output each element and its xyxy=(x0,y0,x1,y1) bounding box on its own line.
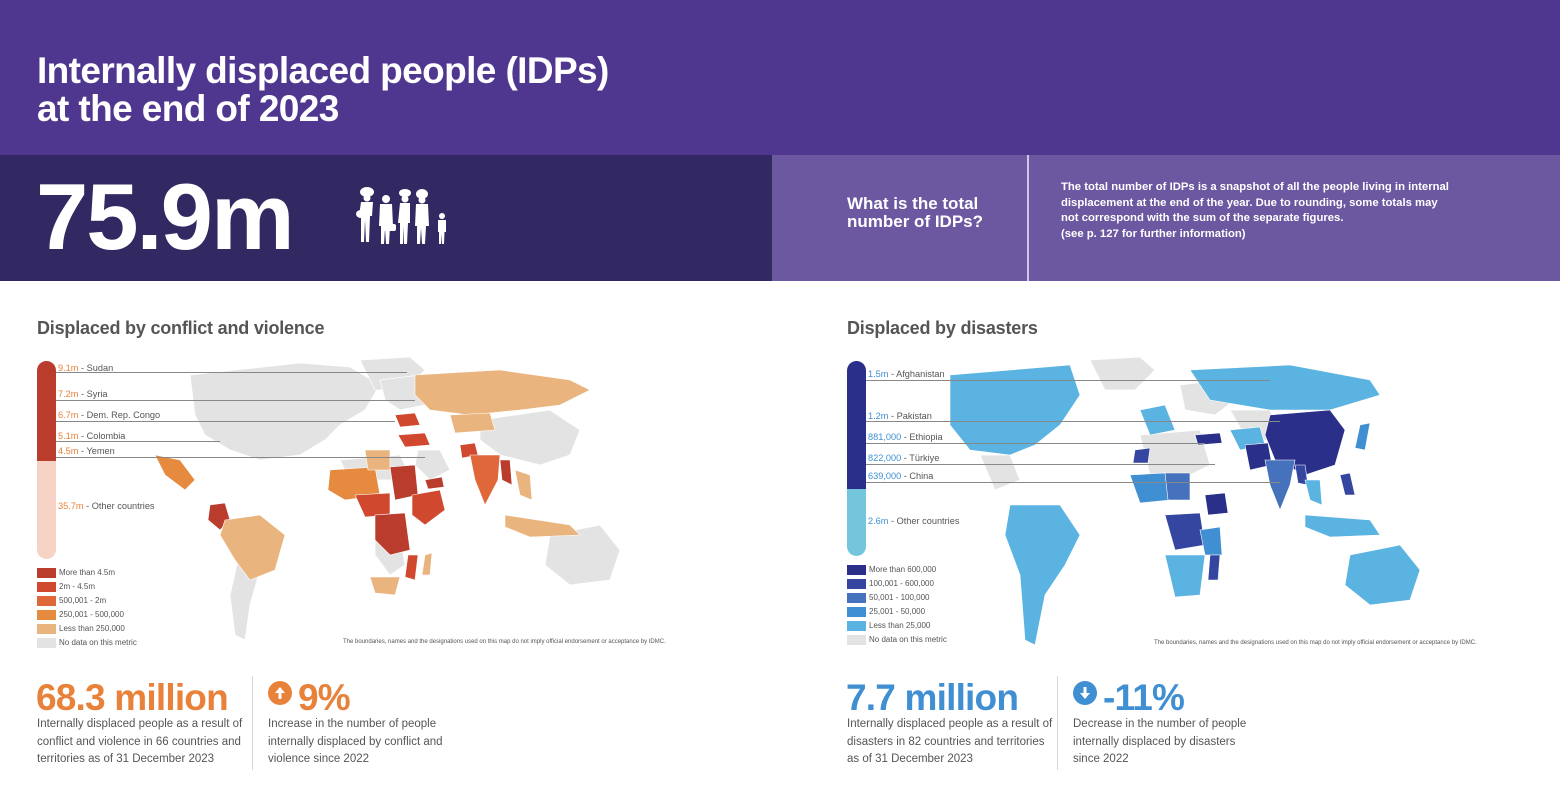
conflict-total-value: 68.3 million xyxy=(36,677,229,718)
disaster-total-desc: Internally displaced people as a result … xyxy=(847,718,1053,765)
bar-segment-top5 xyxy=(847,361,866,489)
conflict-legend: More than 4.5m 2m - 4.5m 500,001 - 2m 25… xyxy=(37,567,137,651)
people-family-silhouette-icon xyxy=(356,187,446,244)
callout-ethiopia: 881,000 - Ethiopia xyxy=(868,432,943,442)
conflict-map-disclaimer: The boundaries, names and the designatio… xyxy=(343,639,666,645)
legend-item: Less than 25,000 xyxy=(847,620,947,632)
legend-swatch xyxy=(37,623,56,634)
disaster-map-disclaimer: The boundaries, names and the designatio… xyxy=(1154,640,1477,646)
legend-swatch xyxy=(847,592,866,603)
legend-item: 250,001 - 500,000 xyxy=(37,609,137,621)
legend-swatch xyxy=(37,637,56,648)
legend-swatch xyxy=(847,620,866,631)
bar-segment-other xyxy=(37,461,56,559)
legend-item: More than 600,000 xyxy=(847,564,947,576)
callout-syria: 7.2m - Syria xyxy=(58,389,108,399)
callout-other: 35.7m - Other countries xyxy=(58,501,155,511)
legend-item: 500,001 - 2m xyxy=(37,595,137,607)
callout-line xyxy=(860,421,1280,422)
bar-segment-top5 xyxy=(37,361,56,461)
legend-item: 25,001 - 50,000 xyxy=(847,606,947,618)
disaster-stacked-bar xyxy=(847,361,866,556)
disaster-section-title: Displaced by disasters xyxy=(847,318,1038,338)
conflict-change: 9% xyxy=(268,677,351,719)
callout-afghanistan: 1.5m - Afghanistan xyxy=(868,369,945,379)
legend-item: No data on this metric xyxy=(847,634,947,646)
callout-sudan: 9.1m - Sudan xyxy=(58,363,114,373)
info-question: What is the total number of IDPs? xyxy=(847,194,984,231)
disaster-change-desc: Decrease in the number of people interna… xyxy=(1073,718,1247,765)
callout-yemen: 4.5m - Yemen xyxy=(58,446,115,456)
legend-item: Less than 250,000 xyxy=(37,623,137,635)
callout-line xyxy=(50,372,407,373)
legend-swatch xyxy=(37,609,56,620)
legend-item: 50,001 - 100,000 xyxy=(847,592,947,604)
disaster-legend: More than 600,000 100,001 - 600,000 50,0… xyxy=(847,564,947,648)
arrow-down-circle-icon xyxy=(1073,681,1097,705)
info-divider xyxy=(1027,155,1029,281)
legend-swatch xyxy=(847,634,866,645)
page-title: Internally displaced people (IDPs) at th… xyxy=(37,50,609,129)
total-idps-value: 75.9m xyxy=(36,164,295,269)
callout-line xyxy=(50,421,395,422)
callout-line xyxy=(50,457,425,458)
disaster-change: -11% xyxy=(1073,677,1185,719)
callout-line xyxy=(860,464,1215,465)
conflict-section-title: Displaced by conflict and violence xyxy=(37,318,325,338)
callout-drc: 6.7m - Dem. Rep. Congo xyxy=(58,410,161,420)
legend-swatch xyxy=(847,606,866,617)
callout-turkiye: 822,000 - Türkiye xyxy=(868,453,940,463)
info-explanation: The total number of IDPs is a snapshot o… xyxy=(1061,181,1449,240)
conflict-world-map xyxy=(154,356,621,641)
legend-item: 2m - 4.5m xyxy=(37,581,137,593)
callout-china: 639,000 - China xyxy=(868,471,934,481)
legend-swatch xyxy=(37,581,56,592)
legend-item: 100,001 - 600,000 xyxy=(847,578,947,590)
callout-other: 2.6m - Other countries xyxy=(868,516,960,526)
legend-swatch xyxy=(37,595,56,606)
legend-item: No data on this metric xyxy=(37,637,137,649)
conflict-stacked-bar xyxy=(37,361,56,559)
stat-divider xyxy=(252,676,253,770)
legend-swatch xyxy=(847,564,866,575)
callout-line xyxy=(860,443,1205,444)
callout-pakistan: 1.2m - Pakistan xyxy=(868,411,932,421)
bar-segment-other xyxy=(847,489,866,556)
legend-swatch xyxy=(847,578,866,589)
callout-line xyxy=(860,380,1270,381)
disaster-world-map xyxy=(950,356,1421,645)
info-band xyxy=(772,155,1560,281)
conflict-change-desc: Increase in the number of people interna… xyxy=(268,718,443,765)
callout-line xyxy=(50,400,415,401)
callout-line xyxy=(50,441,220,442)
callout-colombia: 5.1m - Colombia xyxy=(58,431,126,441)
header-banner: Internally displaced people (IDPs) at th… xyxy=(0,0,1560,155)
callout-line xyxy=(860,482,1280,483)
arrow-up-circle-icon xyxy=(268,681,292,705)
stat-divider xyxy=(1057,676,1058,770)
conflict-total-desc: Internally displaced people as a result … xyxy=(37,718,243,765)
legend-swatch xyxy=(37,567,56,578)
legend-item: More than 4.5m xyxy=(37,567,137,579)
disaster-total-value: 7.7 million xyxy=(846,677,1019,718)
